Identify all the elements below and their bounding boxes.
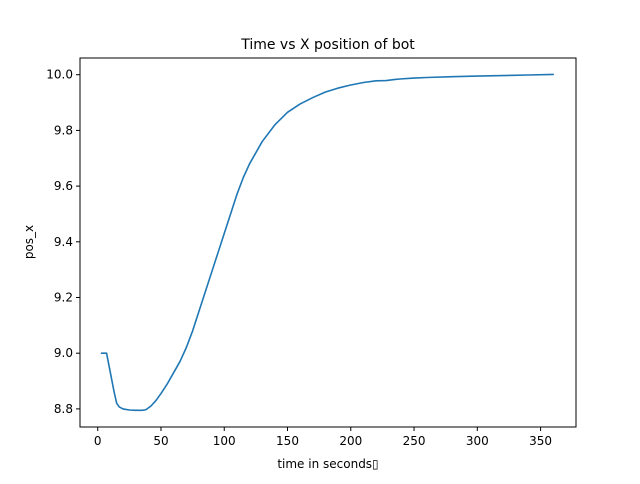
series-layer bbox=[100, 73, 555, 412]
x-tick-label: 300 bbox=[466, 434, 489, 448]
x-tick-label: 0 bbox=[94, 434, 102, 448]
x-tick-label: 150 bbox=[276, 434, 299, 448]
x-tick-label: 200 bbox=[339, 434, 362, 448]
x-tick-label: 50 bbox=[153, 434, 168, 448]
y-axis-label: pos_x bbox=[22, 225, 36, 259]
y-tick-label: 9.4 bbox=[54, 235, 73, 249]
series-line bbox=[100, 73, 555, 412]
axes-frame bbox=[79, 57, 577, 428]
x-tick-label: 350 bbox=[529, 434, 552, 448]
chart-title: Time vs X position of bot bbox=[240, 37, 415, 53]
x-axis-label: time in seconds▯ bbox=[277, 457, 378, 471]
y-tick-label: 10.0 bbox=[46, 68, 73, 82]
y-axis-ticks: 8.8 9.0 9.2 9.4 9.6 9.8 10.0 bbox=[46, 68, 80, 416]
x-tick-label: 100 bbox=[213, 434, 236, 448]
y-tick-label: 9.2 bbox=[54, 291, 73, 305]
y-tick-label: 9.8 bbox=[54, 123, 73, 137]
y-tick-label: 9.0 bbox=[54, 346, 73, 360]
x-axis-ticks: 0 50 100 150 200 250 300 350 bbox=[94, 427, 552, 448]
y-tick-label: 9.6 bbox=[54, 179, 73, 193]
y-tick-label: 8.8 bbox=[54, 402, 73, 416]
x-tick-label: 250 bbox=[403, 434, 426, 448]
